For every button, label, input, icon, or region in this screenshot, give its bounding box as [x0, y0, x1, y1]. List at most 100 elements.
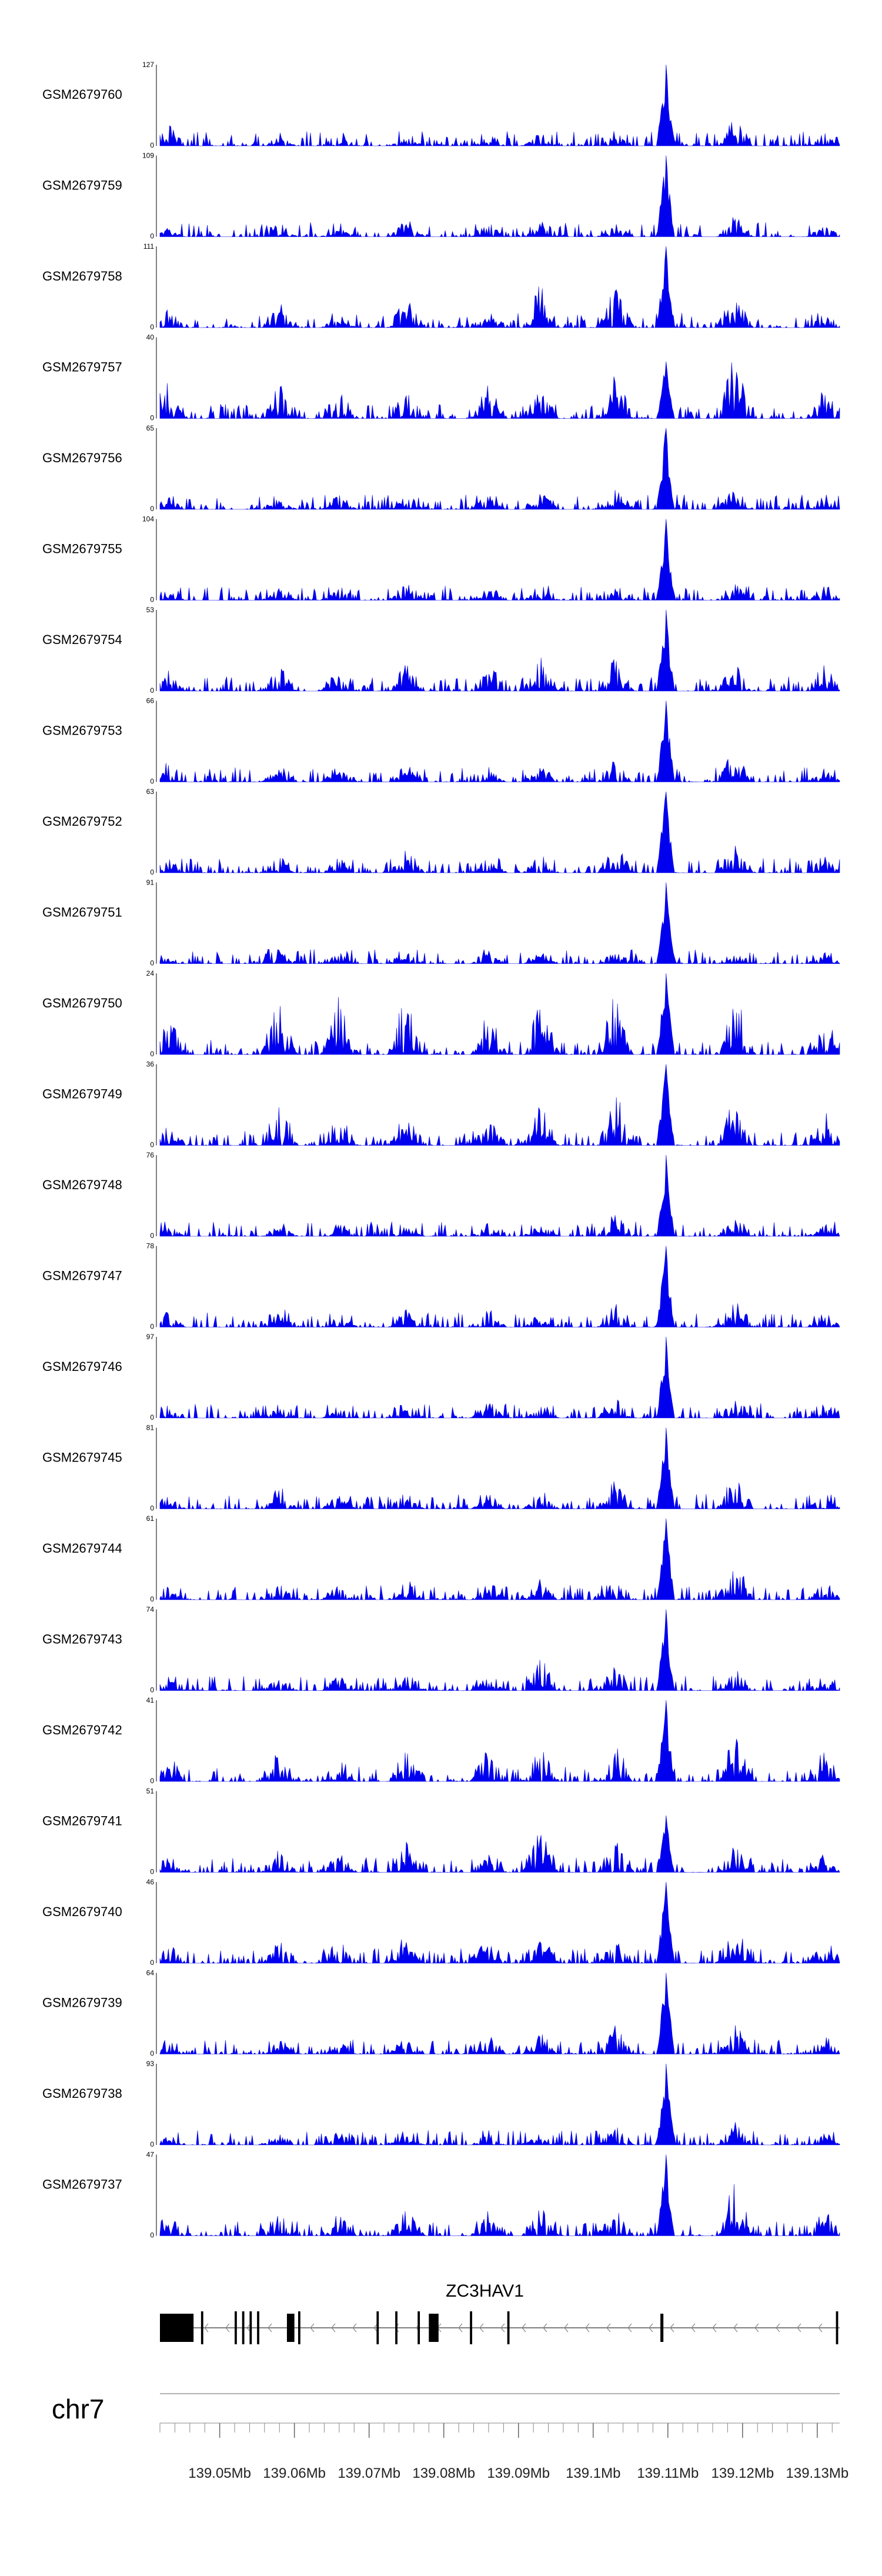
y-axis-min-label: 0 [150, 1958, 154, 1967]
strand-chevron [500, 2323, 505, 2333]
y-axis-max-label: 40 [146, 333, 155, 342]
coverage-area [159, 2154, 840, 2237]
strand-chevron [373, 2323, 378, 2333]
coverage-track: GSM2679750 24 0 [42, 969, 840, 1058]
gene-exon [201, 2311, 203, 2344]
coverage-area [159, 1154, 840, 1237]
y-axis-min-label: 0 [150, 686, 154, 695]
strand-chevron [627, 2323, 632, 2333]
sample-label: GSM2679747 [42, 1268, 122, 1283]
y-axis-min-label: 0 [150, 505, 154, 513]
strand-chevron [522, 2323, 526, 2333]
coverage-area [159, 700, 840, 783]
y-axis-min-label: 0 [150, 1868, 154, 1876]
y-axis-max-label: 65 [146, 424, 155, 432]
gene-exon [429, 2314, 439, 2342]
strand-chevron [458, 2323, 463, 2333]
y-axis-min-label: 0 [150, 323, 154, 331]
coverage-track: GSM2679760 127 0 [42, 61, 840, 149]
coverage-track: GSM2679753 66 0 [42, 697, 840, 786]
y-axis-min-label: 0 [150, 414, 154, 422]
x-axis-tick-label: 139.05Mb [188, 2465, 251, 2481]
sample-label: GSM2679739 [42, 1995, 122, 2010]
strand-chevron [797, 2323, 801, 2333]
coverage-area [159, 1973, 840, 2055]
sample-label: GSM2679745 [42, 1450, 122, 1464]
sample-label: GSM2679756 [42, 451, 122, 465]
y-axis-max-label: 47 [146, 2151, 155, 2159]
coverage-area [159, 246, 840, 329]
x-axis-tick-label: 139.09Mb [487, 2465, 550, 2481]
gene-exon [160, 2314, 194, 2342]
sample-label: GSM2679741 [42, 1813, 122, 1828]
strand-chevron [691, 2323, 696, 2333]
gene-exon [376, 2311, 379, 2344]
sample-label: GSM2679742 [42, 1723, 122, 1737]
sample-label: GSM2679754 [42, 632, 122, 647]
y-axis-max-label: 41 [146, 1696, 155, 1704]
y-axis-max-label: 91 [146, 879, 155, 887]
coverage-track: GSM2679747 78 0 [42, 1242, 840, 1331]
y-axis-max-label: 74 [146, 1606, 155, 1614]
gene-annotation-track: ZC3HAV1 [160, 2281, 840, 2344]
coverage-track: GSM2679742 41 0 [42, 1696, 840, 1785]
strand-chevron [225, 2323, 230, 2333]
sample-label: GSM2679740 [42, 1904, 122, 1919]
coverage-area [159, 519, 840, 601]
y-axis-max-label: 64 [146, 1969, 155, 1977]
strand-chevron [585, 2323, 590, 2333]
coverage-track: GSM2679744 61 0 [42, 1514, 840, 1603]
coverage-area [159, 1246, 840, 1328]
strand-chevron [649, 2323, 653, 2333]
coverage-track: GSM2679757 40 0 [42, 333, 840, 422]
coverage-area [159, 2063, 840, 2146]
y-axis-min-label: 0 [150, 1050, 154, 1058]
coverage-track: GSM2679745 81 0 [42, 1424, 840, 1513]
gene-exon [298, 2311, 300, 2344]
y-axis-min-label: 0 [150, 2140, 154, 2148]
y-axis-max-label: 76 [146, 1151, 155, 1159]
y-axis-min-label: 0 [150, 1413, 154, 1422]
y-axis-min-label: 0 [150, 1686, 154, 1694]
strand-chevron [818, 2323, 823, 2333]
strand-chevron [352, 2323, 357, 2333]
sample-label: GSM2679738 [42, 2086, 122, 2101]
y-axis-max-label: 78 [146, 1242, 155, 1250]
gene-exon [249, 2311, 252, 2344]
strand-chevron [670, 2323, 674, 2333]
y-axis-min-label: 0 [150, 778, 154, 786]
tracks-layer: GSM2679760 127 0 GSM2679759 109 0 GSM2679758 11… [42, 61, 840, 2240]
strand-chevron [564, 2323, 569, 2333]
coverage-track: GSM2679741 51 0 [42, 1787, 840, 1876]
y-axis-max-label: 111 [143, 242, 155, 251]
gene-exon [257, 2311, 259, 2344]
x-axis-tick-label: 139.1Mb [566, 2465, 620, 2481]
y-axis-min-label: 0 [150, 596, 154, 604]
sample-label: GSM2679757 [42, 359, 122, 374]
coverage-area [159, 882, 840, 965]
x-axis-tick-label: 139.06Mb [263, 2465, 326, 2481]
x-axis-tick-label: 139.08Mb [412, 2465, 475, 2481]
gene-exon [417, 2311, 420, 2344]
y-axis-min-label: 0 [150, 2231, 154, 2240]
y-axis-max-label: 24 [146, 969, 155, 977]
y-axis-max-label: 66 [146, 697, 155, 705]
strand-chevron [395, 2323, 399, 2333]
coverage-track: GSM2679752 63 0 [42, 788, 840, 876]
coverage-area [159, 1700, 840, 1782]
strand-chevron [268, 2323, 272, 2333]
x-axis-tick-label: 139.11Mb [637, 2465, 699, 2481]
y-axis-max-label: 127 [142, 61, 154, 69]
gene-exon [235, 2311, 237, 2344]
y-axis-min-label: 0 [150, 959, 154, 967]
strand-chevron [246, 2323, 251, 2333]
gene-exon [836, 2311, 838, 2344]
y-axis-max-label: 36 [146, 1060, 155, 1069]
y-axis-max-label: 51 [146, 1787, 155, 1796]
gene-exon [242, 2311, 245, 2344]
gene-exon [470, 2311, 472, 2344]
strand-chevron [733, 2323, 738, 2333]
y-axis-min-label: 0 [150, 1323, 154, 1331]
y-axis-max-label: 97 [146, 1333, 155, 1341]
